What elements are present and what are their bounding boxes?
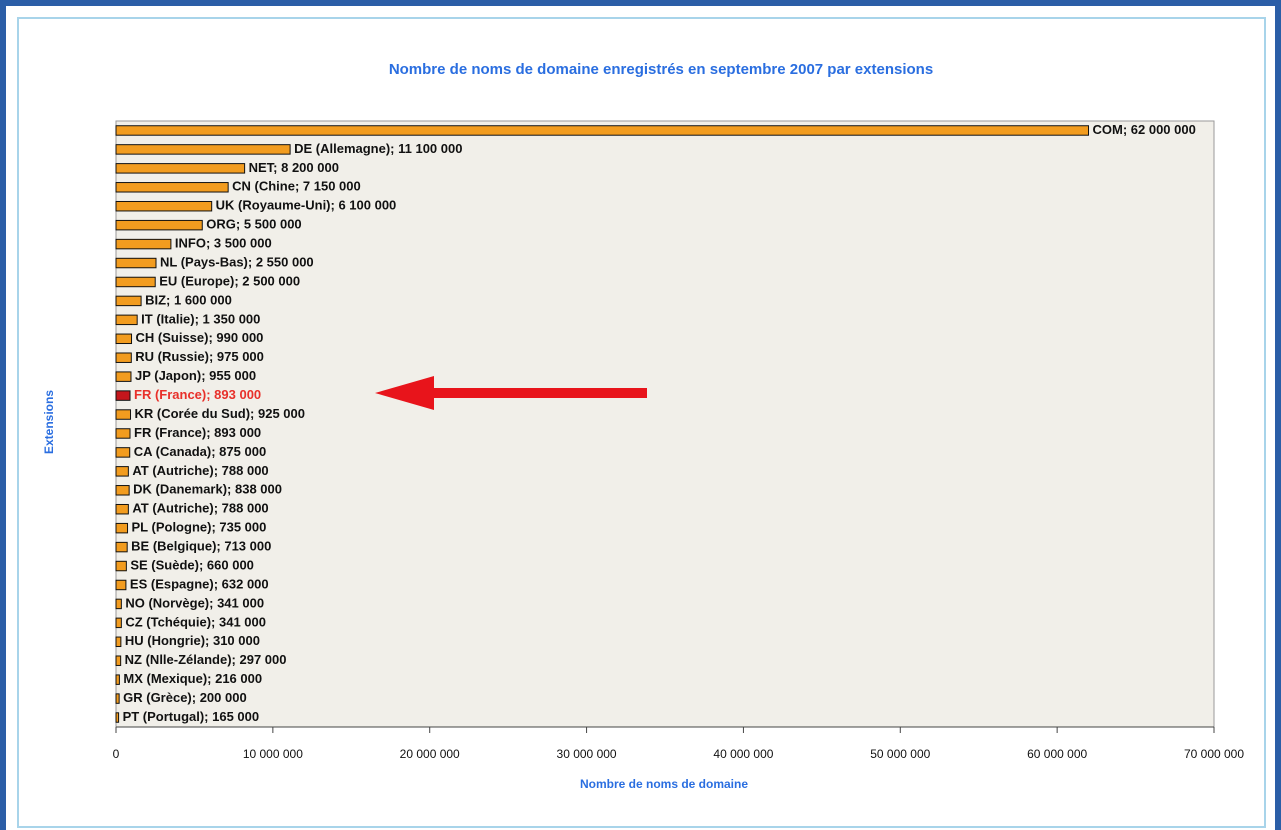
data-label: RU (Russie); 975 000	[135, 349, 264, 364]
data-label: GR (Grèce); 200 000	[123, 690, 247, 705]
bar	[115, 295, 142, 307]
chart-title: Nombre de noms de domaine enregistrés en…	[389, 61, 933, 78]
bar	[115, 655, 122, 666]
bar	[115, 674, 120, 685]
data-label: MX (Mexique); 216 000	[123, 671, 262, 686]
data-label: NET; 8 200 000	[249, 160, 339, 175]
data-label: ES (Espagne); 632 000	[130, 576, 269, 591]
x-tick-label: 50 000 000	[870, 747, 930, 761]
plot-area	[115, 120, 1215, 728]
bar	[115, 522, 129, 534]
data-label: AT (Autriche); 788 000	[132, 501, 268, 516]
bar	[115, 333, 133, 345]
bar	[115, 352, 132, 363]
bar	[115, 503, 129, 515]
x-tick-label: 30 000 000	[557, 747, 617, 761]
x-axis-title: Nombre de noms de domaine	[580, 777, 748, 791]
data-label: BIZ; 1 600 000	[145, 292, 232, 307]
data-label: DK (Danemark); 838 000	[133, 482, 282, 497]
data-label: FR (France); 893 000	[134, 425, 261, 440]
bar	[115, 560, 127, 572]
x-tick-label: 10 000 000	[243, 747, 303, 761]
data-label: CZ (Tchéquie); 341 000	[125, 614, 266, 629]
y-axis-title: Extensions	[42, 390, 56, 454]
x-tick-label: 0	[113, 747, 120, 761]
bar	[115, 371, 132, 382]
data-label: CN (Chine; 7 150 000	[232, 179, 361, 194]
data-label: HU (Hongrie); 310 000	[125, 633, 260, 648]
bar	[115, 712, 120, 723]
data-label: NL (Pays-Bas); 2 550 000	[160, 254, 314, 269]
chart-frame	[17, 17, 1266, 828]
bar	[115, 579, 127, 591]
x-tick-label: 40 000 000	[713, 747, 773, 761]
bar	[115, 693, 120, 704]
bar	[115, 485, 130, 496]
data-label: FR (France); 893 000	[134, 387, 261, 402]
data-label: DE (Allemagne); 11 100 000	[294, 141, 462, 156]
bar	[115, 409, 132, 420]
data-label: CH (Suisse); 990 000	[136, 330, 264, 345]
data-label: UK (Royaume-Uni); 6 100 000	[216, 198, 397, 213]
bar	[115, 200, 213, 212]
bar	[115, 144, 291, 155]
x-tick-label: 20 000 000	[400, 747, 460, 761]
bar	[115, 182, 229, 193]
bar	[115, 617, 122, 629]
bar	[115, 390, 131, 401]
data-label: ORG; 5 500 000	[206, 217, 301, 232]
bar	[115, 219, 203, 231]
data-label: AT (Autriche); 788 000	[132, 463, 268, 478]
data-label: NZ (Nlle-Zélande); 297 000	[125, 652, 287, 667]
data-label: BE (Belgique); 713 000	[131, 539, 271, 554]
bar	[115, 314, 138, 326]
bar	[115, 466, 129, 477]
data-label: EU (Europe); 2 500 000	[159, 273, 300, 288]
data-label: INFO; 3 500 000	[175, 236, 272, 251]
bar	[115, 238, 172, 250]
bar	[115, 636, 122, 648]
data-label: SE (Suède); 660 000	[130, 557, 254, 572]
bar	[115, 598, 122, 610]
data-label: IT (Italie); 1 350 000	[141, 311, 260, 326]
bar	[115, 125, 1090, 136]
bar	[115, 276, 156, 288]
data-label: KR (Corée du Sud); 925 000	[135, 406, 305, 421]
bar	[115, 447, 131, 458]
data-label: JP (Japon); 955 000	[135, 368, 256, 383]
data-label: NO (Norvège); 341 000	[125, 595, 264, 610]
x-tick-label: 60 000 000	[1027, 747, 1087, 761]
data-label: COM; 62 000 000	[1093, 122, 1196, 137]
data-label: CA (Canada); 875 000	[134, 444, 266, 459]
x-tick-label: 70 000 000	[1184, 747, 1244, 761]
bar	[115, 257, 157, 269]
data-label: PT (Portugal); 165 000	[123, 709, 260, 724]
bar	[115, 541, 128, 553]
data-label: PL (Pologne); 735 000	[132, 520, 267, 535]
bar	[115, 428, 131, 439]
bar	[115, 163, 246, 174]
arrow-annotation	[375, 376, 647, 410]
